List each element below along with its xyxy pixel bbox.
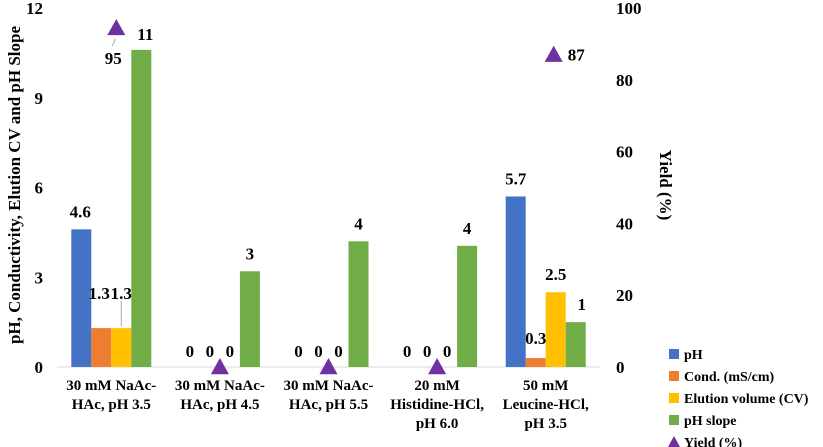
data-label: 2.5 bbox=[545, 265, 566, 284]
y-tick-label: 12 bbox=[26, 0, 43, 18]
y-tick-label: 6 bbox=[35, 179, 44, 198]
legend-label: Elution volume (CV) bbox=[684, 392, 809, 407]
y2-tick-label: 20 bbox=[616, 286, 633, 305]
category-label: HAc, pH 5.5 bbox=[289, 397, 368, 413]
y2-tick-label: 100 bbox=[616, 0, 642, 18]
bar-cond-ms-cm- bbox=[91, 328, 112, 367]
bars-group bbox=[71, 49, 586, 368]
data-label: 4.6 bbox=[70, 202, 91, 221]
bar-ph-slope bbox=[239, 271, 260, 367]
leader-line bbox=[111, 38, 116, 47]
bar-ph bbox=[71, 229, 92, 367]
yield-marker bbox=[544, 45, 563, 62]
y-axis-left: 0 3 6 9 12 bbox=[26, 0, 43, 377]
yield-markers bbox=[107, 18, 563, 375]
yield-marker bbox=[319, 358, 338, 375]
yield-label: 87 bbox=[568, 46, 586, 65]
category-label: 30 mM NaAc- bbox=[66, 378, 156, 394]
category-label: Leucine-HCl, bbox=[503, 397, 589, 413]
y2-tick-label: 60 bbox=[616, 143, 633, 162]
data-label: 0 bbox=[226, 342, 235, 361]
bar-elution-volume-cv- bbox=[111, 328, 132, 367]
y2-axis-title: Yield (%) bbox=[656, 150, 675, 221]
yield-label: 95 bbox=[105, 49, 122, 68]
legend-swatch bbox=[669, 393, 679, 403]
data-label: 0.3 bbox=[525, 329, 546, 348]
category-label: pH 3.5 bbox=[524, 416, 567, 432]
category-label: pH 6.0 bbox=[416, 416, 459, 432]
category-label: 20 mM bbox=[414, 378, 459, 394]
category-label: 50 mM bbox=[523, 378, 568, 394]
category-label: HAc, pH 3.5 bbox=[72, 397, 151, 413]
data-label: 1.3 bbox=[89, 284, 110, 303]
category-label: 30 mM NaAc- bbox=[284, 378, 374, 394]
bar-cond-ms-cm- bbox=[525, 358, 546, 367]
legend-swatch bbox=[669, 349, 679, 359]
bar-elution-volume-cv- bbox=[545, 292, 566, 367]
category-label: 30 mM NaAc- bbox=[175, 378, 265, 394]
bar-ph-slope bbox=[348, 241, 369, 367]
yield-marker bbox=[428, 358, 447, 375]
legend-label: Cond. (mS/cm) bbox=[684, 370, 775, 385]
legend-label: pH slope bbox=[684, 414, 737, 429]
category-label: HAc, pH 4.5 bbox=[180, 397, 259, 413]
category-labels: 30 mM NaAc- HAc, pH 3.5 30 mM NaAc- HAc, pH… bbox=[66, 378, 589, 432]
bar-ph-slope bbox=[131, 49, 152, 368]
bar-ph-slope bbox=[457, 245, 478, 367]
data-label: 1 bbox=[577, 295, 586, 314]
bar-ph bbox=[505, 196, 526, 367]
legend-swatch bbox=[669, 415, 679, 425]
y-tick-label: 9 bbox=[35, 89, 44, 108]
y-tick-label: 0 bbox=[35, 358, 44, 377]
data-label: 11 bbox=[137, 25, 153, 44]
data-label: 4 bbox=[354, 214, 363, 233]
data-label: 0 bbox=[423, 342, 432, 361]
legend-label: Yield (%) bbox=[684, 436, 743, 447]
data-label: 0 bbox=[294, 342, 303, 361]
legend-label: pH bbox=[684, 348, 703, 363]
category-label: Histidine-HCl, bbox=[390, 397, 484, 413]
legend: pH Cond. (mS/cm) Elution volume (CV) pH slo… bbox=[668, 348, 809, 447]
y-axis-right: 0 20 40 60 80 100 bbox=[616, 0, 642, 377]
data-label: 5.7 bbox=[505, 169, 527, 188]
yield-marker bbox=[210, 358, 229, 375]
data-label: 0 bbox=[314, 342, 323, 361]
data-label: 0 bbox=[186, 342, 195, 361]
y-tick-label: 3 bbox=[35, 268, 44, 287]
y2-tick-label: 0 bbox=[616, 358, 625, 377]
y2-tick-label: 40 bbox=[616, 214, 633, 233]
yield-marker bbox=[107, 18, 126, 36]
legend-swatch bbox=[669, 371, 679, 381]
y-axis-title: pH, Conductivity, Elution CV and pH Slop… bbox=[5, 26, 24, 345]
data-label: 3 bbox=[246, 244, 255, 263]
data-label: 0 bbox=[334, 342, 343, 361]
legend-swatch bbox=[668, 436, 680, 447]
data-label: 0 bbox=[443, 342, 452, 361]
data-label: 4 bbox=[463, 219, 472, 238]
y2-tick-label: 80 bbox=[616, 71, 633, 90]
data-label: 1.3 bbox=[111, 284, 132, 303]
data-label: 0 bbox=[403, 342, 412, 361]
bar-ph-slope bbox=[565, 322, 586, 367]
data-label: 0 bbox=[206, 342, 215, 361]
